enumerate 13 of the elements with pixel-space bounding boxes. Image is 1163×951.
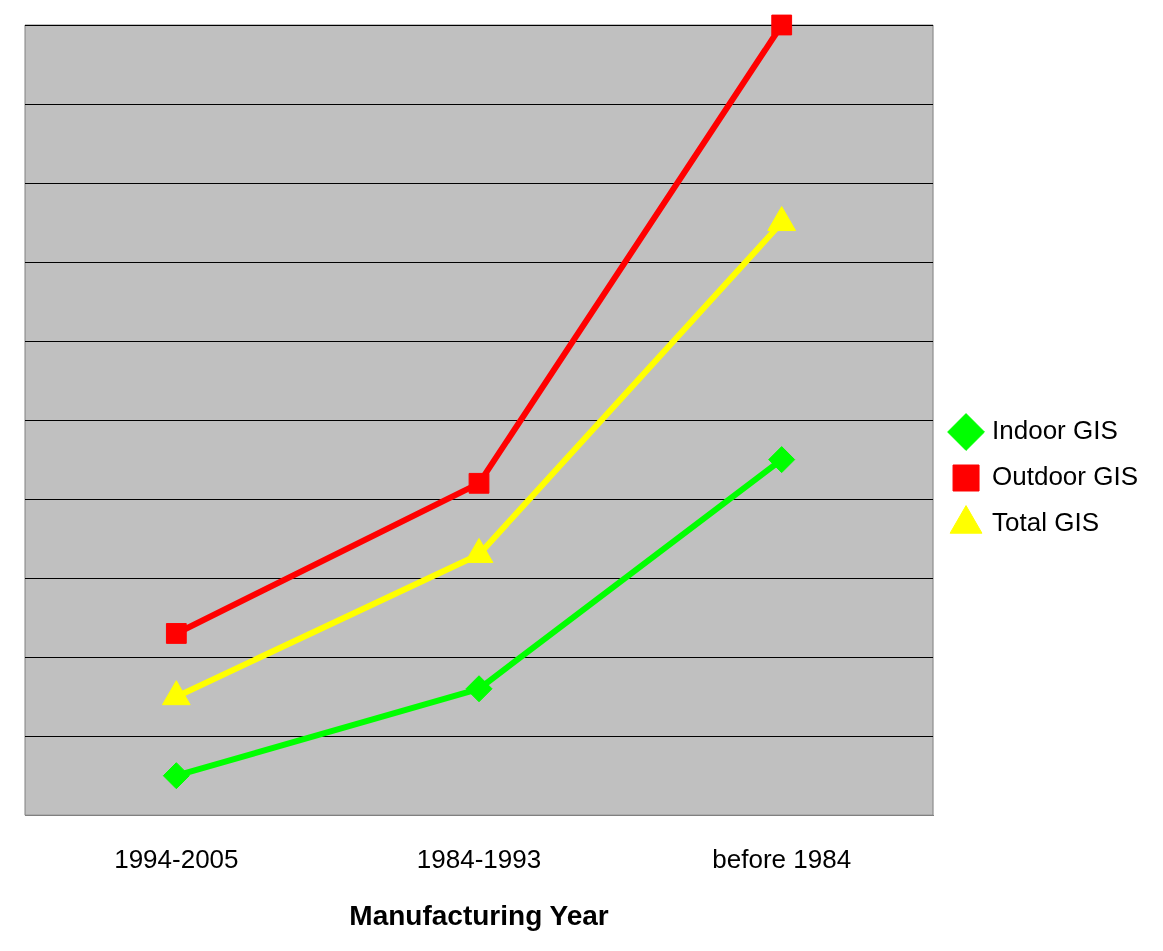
legend-label: Total GIS bbox=[992, 507, 1099, 538]
x-tick-label: 1984-1993 bbox=[416, 843, 542, 874]
legend-label: Outdoor GIS bbox=[992, 461, 1139, 492]
point bbox=[771, 14, 793, 36]
x-tick-label: before 1984 bbox=[712, 843, 852, 874]
point bbox=[165, 623, 187, 644]
point bbox=[162, 762, 190, 790]
point bbox=[465, 675, 493, 703]
x-tick-label: 1994-2005 bbox=[114, 843, 239, 874]
point bbox=[768, 446, 796, 474]
x-axis-title: Manufacturing Year bbox=[349, 899, 609, 931]
point bbox=[468, 472, 490, 494]
legend-label: Indoor GIS bbox=[992, 415, 1118, 446]
